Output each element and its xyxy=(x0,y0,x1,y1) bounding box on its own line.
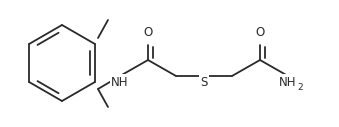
Text: O: O xyxy=(255,27,265,39)
Text: S: S xyxy=(200,76,208,90)
Text: O: O xyxy=(143,27,153,39)
Text: NH: NH xyxy=(111,75,129,89)
Text: NH: NH xyxy=(279,75,297,89)
Text: 2: 2 xyxy=(297,83,303,91)
